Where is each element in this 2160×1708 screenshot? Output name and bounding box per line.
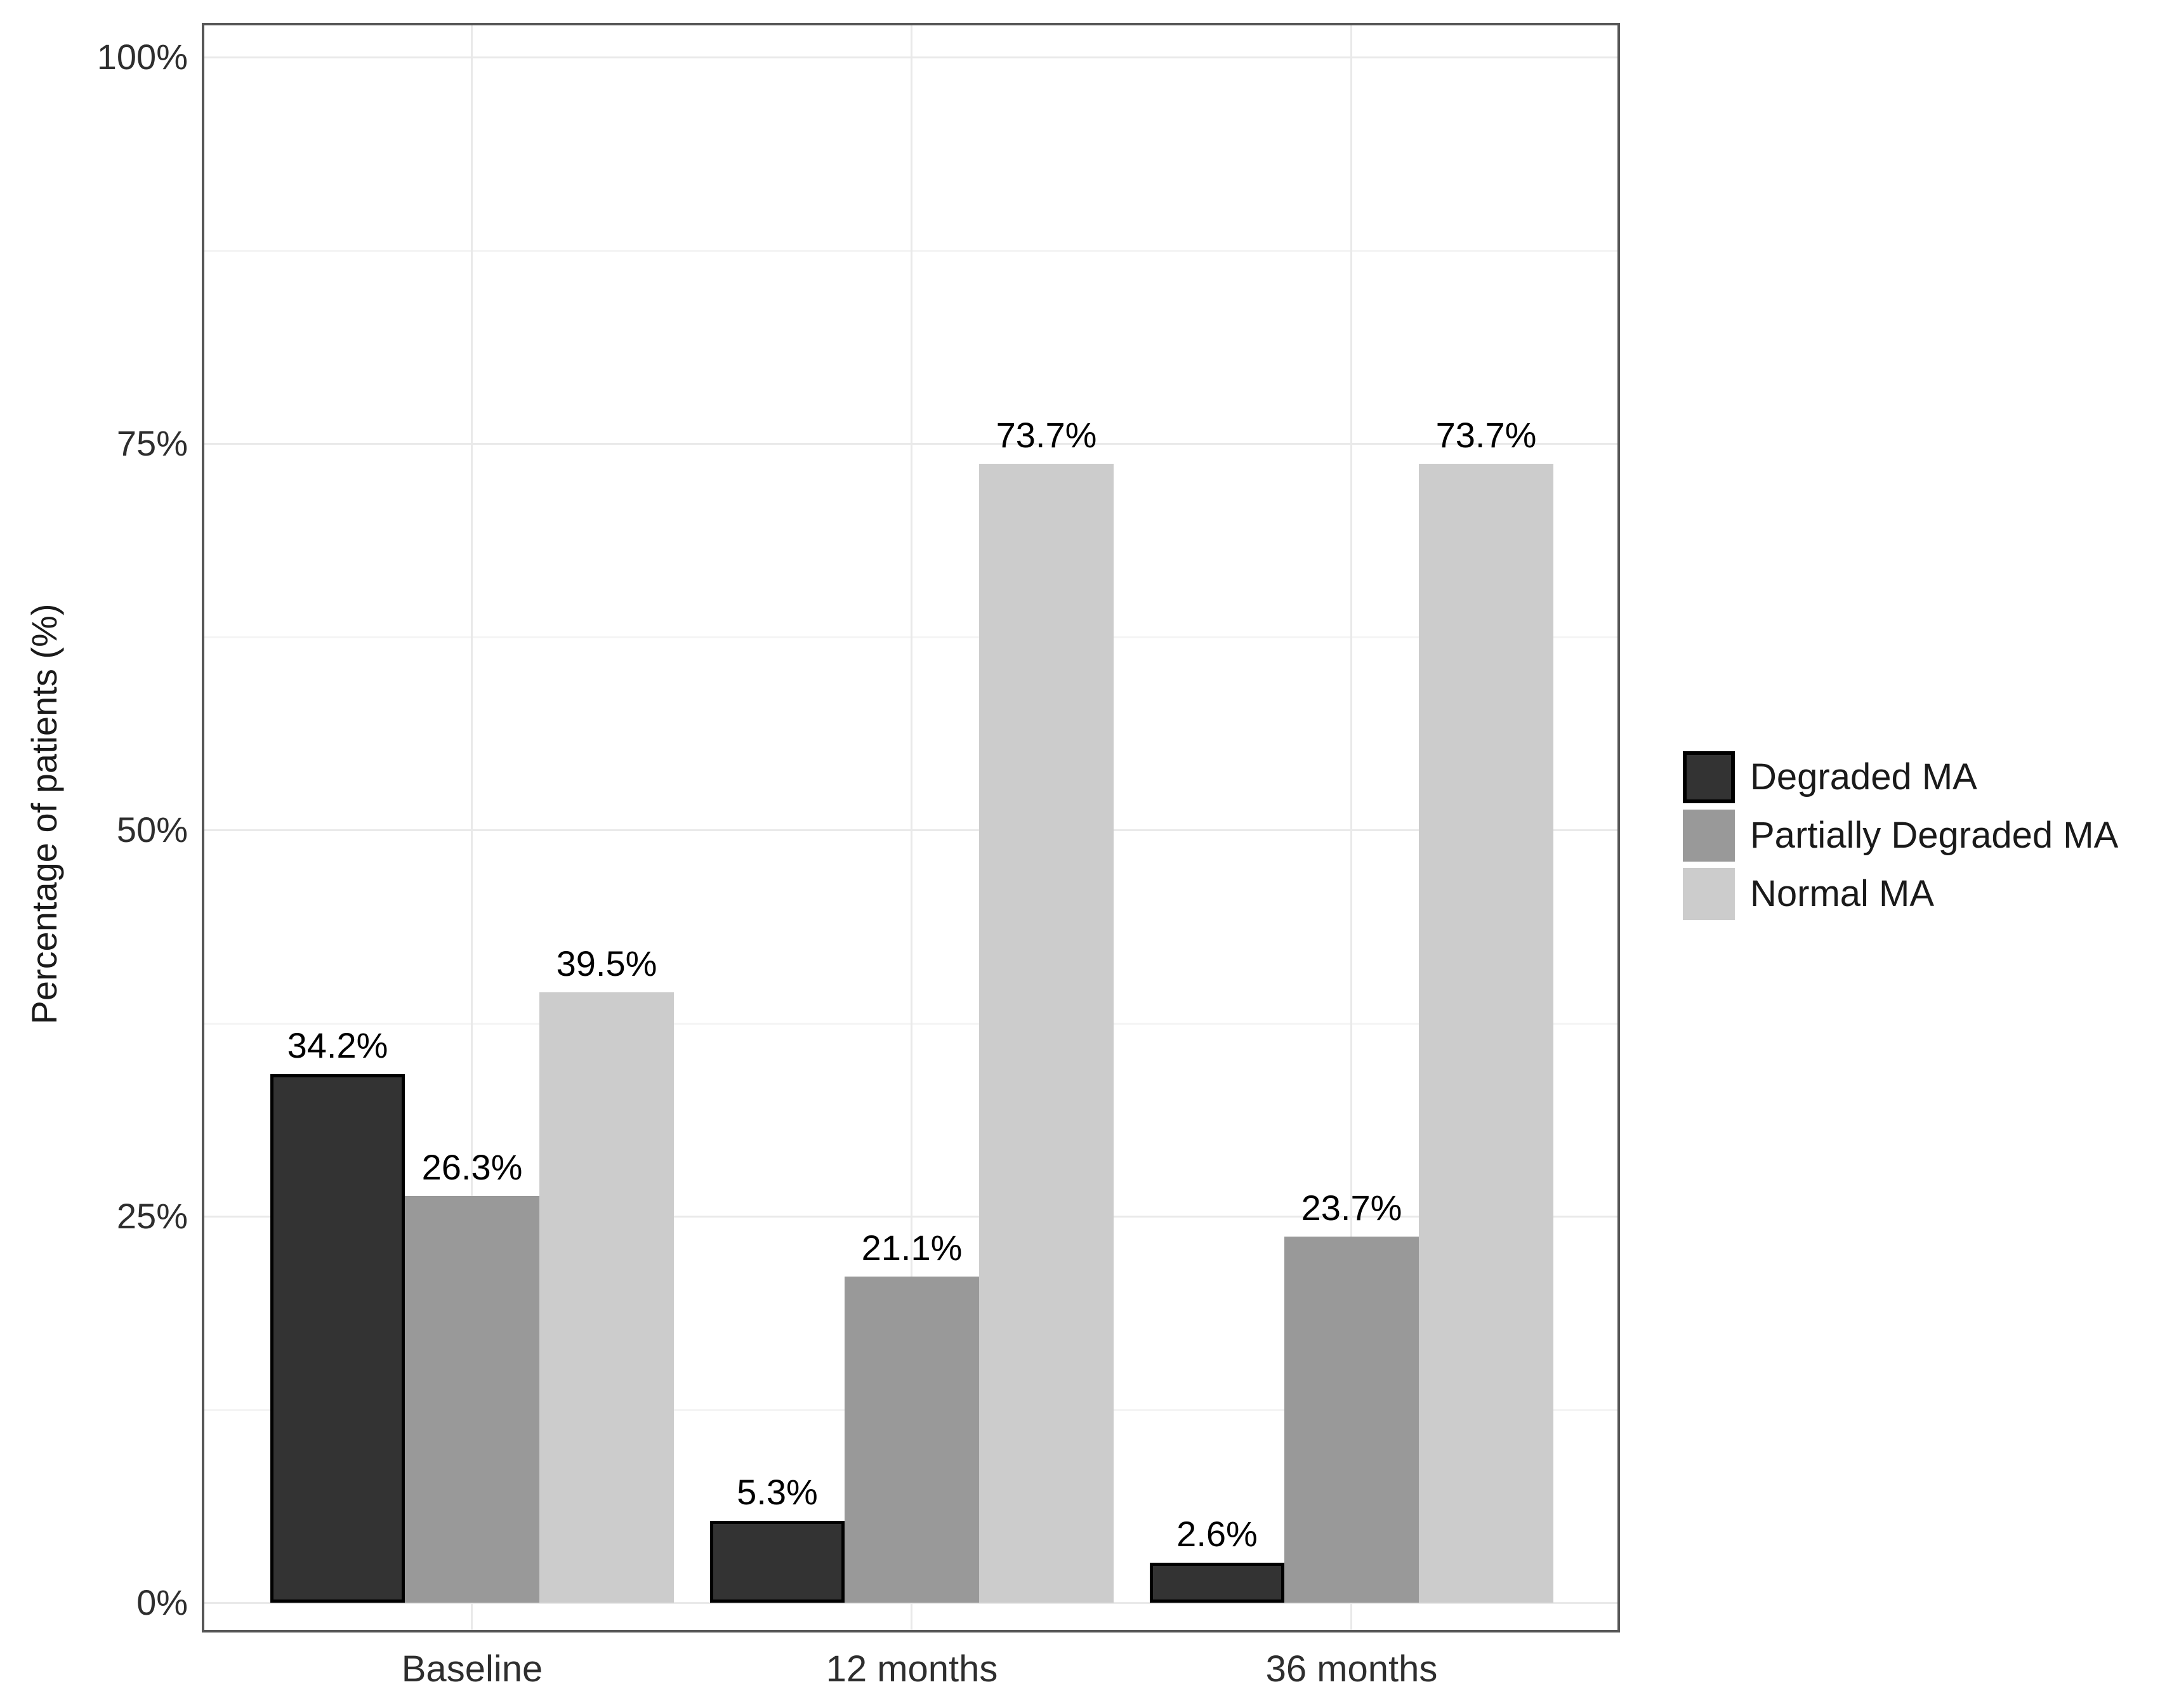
gridline-vertical — [471, 23, 473, 1632]
y-tick-label: 100% — [96, 37, 188, 77]
bar-partially-degraded-ma-36-months — [1284, 1237, 1419, 1603]
y-tick-label: 25% — [116, 1196, 188, 1236]
plot-panel — [202, 23, 1620, 1632]
value-label-normal-ma-36-months: 73.7% — [1435, 415, 1537, 455]
value-label-normal-ma-12-months: 73.7% — [996, 415, 1097, 455]
bar-partially-degraded-ma-12-months — [845, 1277, 979, 1603]
x-tick-label-36-months: 36 months — [1265, 1648, 1438, 1690]
value-label-degraded-ma-12-months: 5.3% — [737, 1472, 818, 1512]
x-tick-label-12-months: 12 months — [826, 1648, 998, 1690]
legend-item-partially-degraded-ma: Partially Degraded MA — [1683, 809, 2118, 862]
legend: Degraded MA Partially Degraded MA Normal M… — [1683, 751, 2118, 921]
legend-key-swatch-degraded-ma — [1683, 751, 1735, 803]
y-tick-label: 50% — [116, 810, 188, 850]
bar-degraded-ma-baseline — [270, 1074, 405, 1603]
bar-normal-ma-baseline — [539, 992, 674, 1603]
gridline-vertical — [911, 23, 912, 1632]
legend-label-normal-ma: Normal MA — [1750, 873, 1935, 914]
legend-label-partially-degraded-ma: Partially Degraded MA — [1750, 815, 2119, 856]
bar-normal-ma-12-months — [979, 464, 1114, 1603]
bar-degraded-ma-36-months — [1150, 1563, 1284, 1603]
bar-normal-ma-36-months — [1419, 464, 1553, 1603]
value-label-partially-degraded-ma-baseline: 26.3% — [421, 1147, 523, 1187]
legend-label-degraded-ma: Degraded MA — [1750, 756, 1977, 798]
value-label-degraded-ma-baseline: 34.2% — [287, 1025, 388, 1065]
bar-partially-degraded-ma-baseline — [405, 1196, 539, 1603]
value-label-partially-degraded-ma-12-months: 21.1% — [861, 1228, 963, 1268]
y-tick-label: 75% — [116, 423, 188, 463]
y-tick-label: 0% — [136, 1582, 188, 1622]
legend-key-swatch-normal-ma — [1683, 868, 1735, 920]
x-tick-label-baseline: Baseline — [401, 1648, 543, 1690]
value-label-normal-ma-baseline: 39.5% — [556, 943, 657, 983]
legend-key-swatch-partially-degraded-ma — [1683, 810, 1735, 862]
legend-item-normal-ma: Normal MA — [1683, 867, 2118, 921]
legend-item-degraded-ma: Degraded MA — [1683, 751, 2118, 804]
value-label-partially-degraded-ma-36-months: 23.7% — [1301, 1188, 1402, 1228]
value-label-degraded-ma-36-months: 2.6% — [1176, 1514, 1258, 1554]
gridline-vertical — [1350, 23, 1352, 1632]
bar-degraded-ma-12-months — [710, 1521, 845, 1603]
